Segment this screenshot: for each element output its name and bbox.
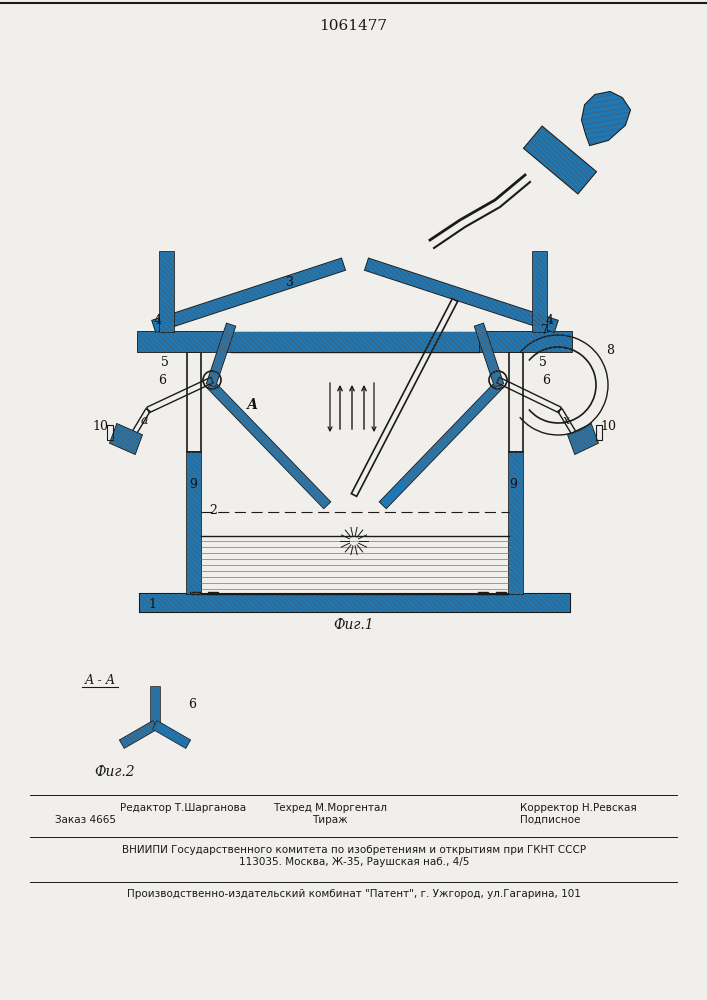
Text: Фиг.1: Фиг.1 [334,618,374,632]
Text: Техред М.Моргентал: Техред М.Моргентал [273,803,387,813]
Polygon shape [231,332,479,352]
Bar [596,425,602,440]
Text: 9: 9 [509,478,517,490]
Polygon shape [582,92,630,145]
Polygon shape [110,424,142,454]
Polygon shape [208,382,330,508]
Polygon shape [120,721,157,748]
Bar [496,592,506,594]
Polygon shape [187,452,201,594]
Text: А - А: А - А [84,674,116,686]
Text: 6: 6 [542,374,550,387]
Polygon shape [380,382,502,508]
Text: х: х [563,414,570,426]
Polygon shape [479,332,572,352]
Polygon shape [206,324,235,386]
Polygon shape [140,594,570,612]
Polygon shape [509,452,523,594]
Text: 4: 4 [546,314,554,326]
Text: 10: 10 [600,420,616,434]
Polygon shape [365,259,558,332]
Bar [509,352,523,452]
Text: 1: 1 [148,597,156,610]
Bar [187,352,201,452]
Text: а: а [140,414,148,428]
Polygon shape [524,127,596,193]
Bar [190,592,200,594]
Text: Корректор Н.Ревская: Корректор Н.Ревская [520,803,637,813]
Text: А: А [246,398,257,412]
Text: 7: 7 [541,324,549,336]
Text: 9: 9 [189,478,197,490]
Text: Производственно-издательский комбинат "Патент", г. Ужгород, ул.Гагарина, 101: Производственно-издательский комбинат "П… [127,889,581,899]
Text: 2: 2 [209,504,217,516]
Text: Фиг.2: Фиг.2 [95,765,135,779]
Polygon shape [152,259,345,332]
Text: 113035. Москва, Ж-35, Раушская наб., 4/5: 113035. Москва, Ж-35, Раушская наб., 4/5 [239,857,469,867]
Text: 5: 5 [161,356,169,368]
Text: 6: 6 [188,698,196,712]
Text: 3: 3 [286,275,294,288]
Bar [107,425,113,440]
Bar [208,592,218,594]
Text: Подписное: Подписное [520,815,580,825]
Text: Заказ 4665: Заказ 4665 [55,815,116,825]
Polygon shape [533,252,547,332]
Text: Редактор Т.Шарганова: Редактор Т.Шарганова [120,803,246,813]
Text: 10: 10 [92,420,108,434]
Text: 6: 6 [158,374,166,387]
Text: 1061477: 1061477 [319,19,387,33]
Text: ВНИИПИ Государственного комитета по изобретениям и открытиям при ГКНТ СССР: ВНИИПИ Государственного комитета по изоб… [122,845,586,855]
Polygon shape [153,721,190,748]
Text: 5: 5 [539,356,547,368]
Polygon shape [160,252,174,332]
Text: 8: 8 [606,344,614,357]
Text: 4: 4 [154,314,162,326]
Polygon shape [474,324,503,386]
Polygon shape [151,687,160,725]
Polygon shape [568,424,598,454]
Text: Тираж: Тираж [312,815,348,825]
Bar [478,592,488,594]
Polygon shape [138,332,231,352]
